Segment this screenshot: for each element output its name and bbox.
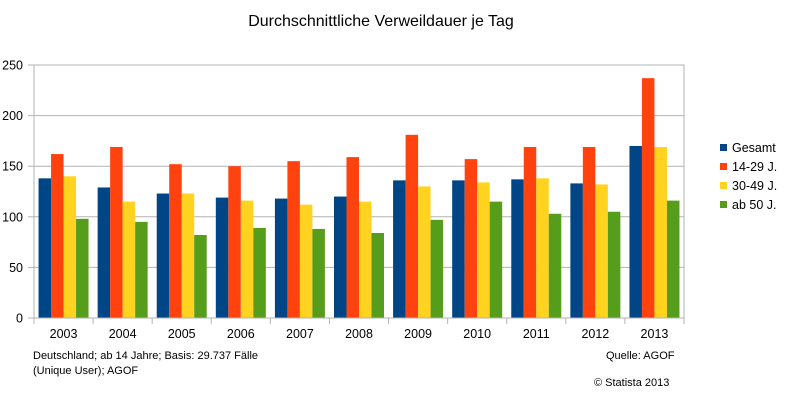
sample-note: Deutschland; ab 14 Jahre; Basis: 29.737 …	[33, 350, 259, 377]
bar-14-29-j--2005	[169, 164, 182, 318]
bar-14-29-j--2013	[641, 78, 655, 318]
bar-30-49-j--2008	[359, 201, 372, 318]
chart-title: Durchschnittliche Verweildauer je Tag	[248, 13, 514, 30]
bar-30-49-j--2011	[536, 178, 549, 318]
x-tick-label: 2003	[50, 327, 78, 341]
bar-30-49-j--2005	[181, 193, 195, 318]
y-tick-labels: 0 50 100 150 200 250	[2, 59, 23, 326]
x-tick-label: 2013	[641, 327, 669, 341]
source-note: Quelle: AGOF	[606, 350, 675, 362]
bar-ab-50-j--2006	[253, 227, 266, 318]
y-tick-label: 250	[2, 59, 23, 73]
bar-30-49-j--2009	[418, 186, 431, 318]
bar-ab-50-j--2004	[135, 221, 148, 318]
y-tick-label: 100	[2, 210, 23, 224]
bar-30-49-j--2007	[299, 204, 313, 318]
bar-ab-50-j--2008	[371, 232, 384, 318]
bar-ab-50-j--2009	[430, 219, 444, 318]
legend-label: 30-49 J.	[732, 179, 777, 193]
bar-ab-50-j--2005	[194, 235, 207, 318]
bar-14-29-j--2006	[228, 166, 241, 318]
legend-label: ab 50 J.	[732, 198, 776, 212]
bar-gesamt-2012	[570, 183, 583, 318]
legend-swatch	[720, 163, 727, 170]
bar-gesamt-2011	[511, 179, 524, 318]
x-tick-label: 2009	[404, 327, 432, 341]
bar-14-29-j--2011	[523, 146, 537, 318]
bar-ab-50-j--2003	[76, 218, 89, 318]
bar-14-29-j--2010	[464, 159, 478, 318]
y-tick-label: 50	[9, 261, 23, 275]
bar-30-49-j--2003	[63, 176, 77, 318]
bar-30-49-j--2006	[240, 200, 254, 318]
x-tick-label: 2012	[581, 327, 609, 341]
legend-swatch	[720, 182, 727, 189]
x-tick-label: 2005	[168, 327, 196, 341]
x-tick-labels: 2003 2004 2005 2006 2007 2008 2009 2010 2011 2012…	[50, 327, 669, 341]
bar-gesamt-2008	[334, 196, 347, 318]
plot-frame	[33, 64, 685, 319]
legend-swatch	[720, 144, 727, 151]
x-tick-label: 2008	[345, 327, 373, 341]
bar-gesamt-2003	[38, 178, 52, 318]
bar-14-29-j--2009	[405, 134, 419, 318]
bar-gesamt-2004	[97, 187, 111, 318]
legend-swatch	[720, 201, 727, 208]
legend-label: Gesamt	[732, 141, 776, 155]
x-tick-label: 2011	[523, 327, 550, 341]
bar-ab-50-j--2012	[607, 211, 621, 318]
bar-14-29-j--2004	[110, 146, 123, 318]
bar-gesamt-2006	[215, 197, 229, 318]
bar-ab-50-j--2013	[666, 200, 680, 318]
bar-30-49-j--2013	[654, 146, 667, 318]
x-tick-label: 2007	[286, 327, 314, 341]
bar-30-49-j--2010	[477, 182, 490, 318]
legend: Gesamt 14-29 J. 30-49 J. ab 50 J.	[720, 141, 777, 212]
bar-gesamt-2005	[156, 193, 170, 318]
bar-gesamt-2013	[629, 145, 642, 318]
bar-14-29-j--2003	[51, 154, 64, 318]
bar-ab-50-j--2010	[489, 201, 503, 318]
copyright-note: © Statista 2013	[594, 377, 670, 389]
bar-ab-50-j--2007	[312, 228, 325, 318]
x-tick-label: 2004	[109, 327, 137, 341]
bar-gesamt-2009	[393, 180, 406, 318]
bar-gesamt-2010	[452, 180, 465, 318]
bar-14-29-j--2007	[287, 161, 300, 318]
bar-30-49-j--2012	[595, 184, 608, 318]
bar-gesamt-2007	[274, 198, 288, 318]
y-tick-label: 150	[2, 160, 23, 174]
bar-30-49-j--2004	[122, 201, 136, 318]
y-tick-label: 200	[2, 109, 23, 123]
legend-label: 14-29 J.	[732, 160, 777, 174]
axes	[28, 64, 685, 324]
bars	[38, 78, 680, 318]
x-tick-label: 2006	[227, 327, 255, 341]
y-tick-label: 0	[16, 312, 23, 326]
bar-ab-50-j--2011	[548, 213, 562, 318]
bar-14-29-j--2012	[582, 146, 596, 318]
x-tick-label: 2010	[463, 327, 491, 341]
bar-14-29-j--2008	[346, 157, 359, 318]
